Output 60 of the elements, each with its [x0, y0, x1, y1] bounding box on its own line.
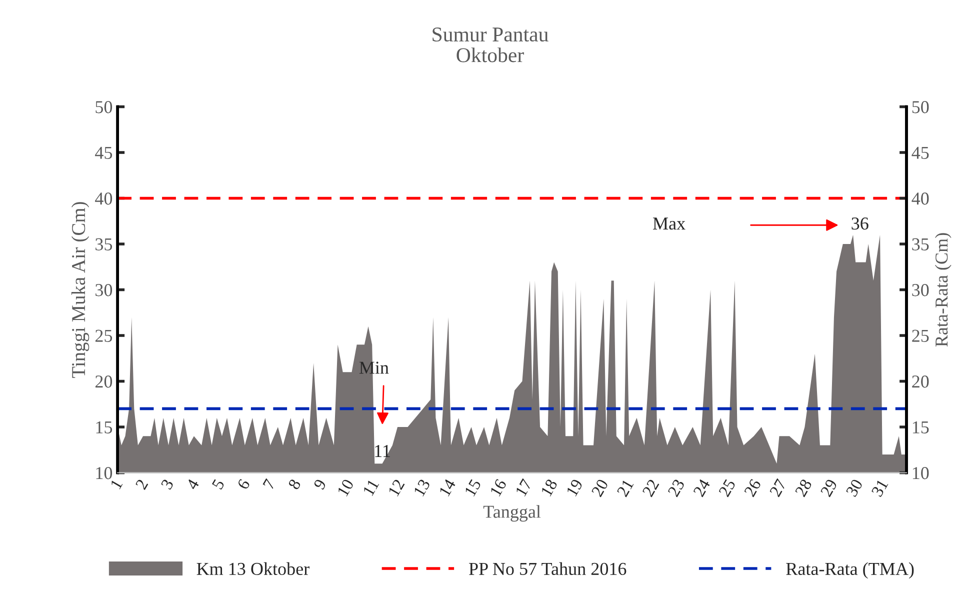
x-tick-label: 22	[642, 478, 660, 498]
x-tick-label: 16	[490, 478, 507, 497]
x-tick-label: 3	[160, 478, 174, 490]
y-tick-label: 10	[96, 467, 112, 480]
x-tick-label: 8	[288, 478, 302, 490]
x-tick-label: 26	[744, 478, 762, 498]
annotation: Max	[653, 218, 686, 230]
y-tick-label: 45	[95, 146, 112, 159]
y2-tick-label: 35	[912, 238, 929, 250]
x-tick-label: 31	[871, 478, 888, 498]
x-tick-label: 30	[846, 478, 864, 498]
y2-tick-label: 30	[912, 284, 929, 296]
y-tick-label: 15	[96, 421, 112, 434]
x-tick-label: 5	[212, 478, 225, 490]
x-tick-label: 11	[362, 478, 380, 496]
y-tick-label: 35	[96, 238, 112, 250]
x-tick-label: 9	[313, 478, 327, 490]
legend-label: Rata-Rata (TMA)	[786, 562, 914, 579]
x-tick-label: 2	[135, 478, 148, 490]
annotation: 11	[375, 445, 390, 457]
x-tick-label: 21	[616, 478, 634, 498]
y2-tick-label: 45	[912, 146, 929, 159]
x-tick-label: 6	[237, 478, 250, 490]
legend-label: Km 13 Oktober	[196, 562, 310, 576]
y-tick-label: 40	[95, 192, 112, 205]
x-tick-label: 18	[540, 478, 558, 497]
x-tick-label: 15	[464, 478, 482, 497]
y-axis-title: Tinggi Muka Air (Cm)	[71, 202, 90, 378]
x-tick-label: 4	[186, 478, 200, 490]
y-tick-label: 20	[95, 376, 112, 388]
y2-tick-label: 40	[912, 192, 929, 205]
y2-tick-label: 20	[912, 376, 929, 388]
x-tick-label: 20	[591, 478, 609, 498]
x-tick-label: 24	[693, 478, 710, 498]
x-tick-label: 29	[820, 478, 838, 498]
y-tick-label: 30	[96, 284, 112, 296]
x-tick-label: 12	[388, 478, 405, 497]
x-tick-label: 25	[718, 478, 736, 498]
y-tick-label: 50	[96, 101, 112, 114]
y2-tick-label: 15	[912, 421, 929, 434]
legend-label: PP No 57 Tahun 2016	[469, 562, 626, 576]
x-tick-label: 14	[438, 478, 456, 497]
annotation: 36	[852, 218, 868, 230]
x-tick-label: 19	[566, 478, 584, 497]
x-axis-title: Tanggal	[483, 505, 541, 522]
x-tick-label: 17	[515, 478, 532, 497]
x-tick-label: 28	[794, 478, 812, 498]
x-tick-label: 7	[262, 478, 276, 490]
y2-tick-label: 25	[912, 330, 929, 342]
chart-subtitle: Oktober	[456, 48, 524, 62]
chart-title: Sumur Pantau	[432, 28, 548, 42]
x-tick-label: 27	[769, 478, 787, 498]
x-tick-label: 13	[413, 478, 430, 497]
y-tick-label: 25	[95, 330, 112, 342]
y2-axis-title: Rata-Rata (Cm)	[934, 233, 952, 347]
y2-tick-label: 50	[912, 101, 929, 114]
x-tick-label: 10	[337, 478, 354, 497]
x-tick-label: 23	[668, 478, 685, 498]
y2-tick-label: 10	[912, 467, 929, 480]
x-tick-label: 1	[110, 478, 123, 490]
